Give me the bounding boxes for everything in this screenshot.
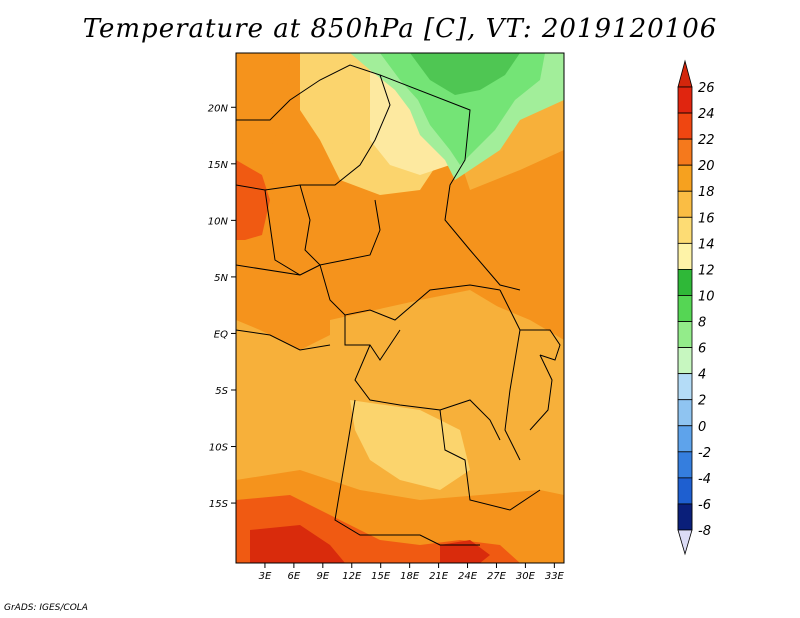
colorbar-label: 14	[698, 237, 715, 252]
colorbar-label: -4	[698, 472, 711, 487]
lon-tick-label: 30E	[516, 571, 536, 582]
colorbar-label: 10	[698, 289, 715, 304]
colorbar-swatch	[677, 347, 693, 375]
colorbar-swatch	[677, 451, 693, 479]
field-southeast-26	[440, 540, 490, 563]
lat-tick-label: 20N	[208, 103, 229, 114]
colorbar-swatch	[677, 216, 693, 244]
lon-tick-label: 15E	[371, 571, 391, 582]
field-cool-green	[380, 53, 545, 165]
lon-tick-label: 12E	[342, 571, 362, 582]
colorbar-label: -8	[698, 524, 711, 539]
lat-tick-label: 10S	[209, 443, 229, 454]
colorbar-swatch	[677, 295, 693, 322]
chart-title: Temperature at 850hPa [C], VT: 201912010…	[82, 14, 718, 44]
lon-tick-label: 3E	[259, 571, 272, 582]
country-borders	[236, 64, 561, 546]
map-frame	[235, 52, 565, 564]
field-sahel-16	[370, 70, 450, 175]
colorbar-label: 12	[698, 263, 715, 278]
lat-tick-label: 10N	[208, 216, 229, 227]
colorbar-swatch	[677, 86, 693, 114]
colorbar-label: 8	[698, 316, 706, 331]
colorbar-label: -6	[698, 498, 711, 513]
colorbar-swatch	[677, 164, 693, 192]
colorbar-swatch	[677, 503, 693, 531]
colorbar-label: 22	[698, 133, 715, 148]
colorbar-label: 0	[698, 420, 706, 435]
lat-tick-label: 5N	[214, 273, 228, 284]
colorbar-swatch	[677, 399, 693, 427]
colorbar-label: 4	[698, 368, 706, 383]
lon-tick-label: 33E	[545, 571, 565, 582]
field-south-26	[250, 525, 345, 563]
longitude-axis: 3E 6E 9E 12E 15E 18E 21E 24E 27E 30E 33E	[259, 563, 565, 582]
colorbar-above-triangle	[677, 59, 693, 88]
field-cool-green-dark	[410, 53, 520, 95]
field-west-24	[236, 53, 290, 180]
colorbar-swatch	[677, 242, 693, 270]
colorbar-label: 26	[698, 81, 715, 96]
colorbar-swatch	[677, 373, 693, 401]
colorbar-label: 2	[698, 394, 706, 409]
lat-tick-label: 15S	[209, 499, 229, 510]
lon-tick-label: 21E	[429, 571, 449, 582]
colorbar-label: 20	[698, 159, 715, 174]
colorbar-swatch	[677, 112, 693, 140]
lon-tick-label: 27E	[487, 571, 507, 582]
latitude-axis: 20N 15N 10N 5N EQ 5S 10S 15S	[208, 103, 236, 510]
lat-tick-label: EQ	[214, 329, 228, 340]
credit-text: GrADS: IGES/COLA	[4, 603, 88, 613]
lon-tick-label: 18E	[400, 571, 420, 582]
colorbar-label: 16	[698, 211, 715, 226]
colorbar-label: 18	[698, 185, 715, 200]
lon-tick-label: 6E	[288, 571, 301, 582]
colorbar-swatch	[677, 477, 693, 505]
field-west-26	[236, 160, 270, 240]
lon-tick-label: 9E	[316, 571, 329, 582]
colorbar-label: -2	[698, 446, 711, 461]
lat-tick-label: 5S	[215, 386, 228, 397]
colorbar-below-triangle	[677, 529, 693, 556]
lat-tick-label: 15N	[208, 160, 229, 171]
colorbar-swatch	[677, 190, 693, 218]
colorbar-label: 24	[698, 107, 715, 122]
colorbar-swatch	[677, 321, 693, 348]
colorbar-swatch	[677, 269, 693, 296]
field-angola-18	[350, 400, 470, 490]
colorbar-swatch	[677, 138, 693, 166]
lon-tick-label: 24E	[458, 571, 478, 582]
temperature-field	[236, 53, 564, 563]
colorbar-label: 6	[698, 342, 706, 357]
colorbar-swatch	[677, 425, 693, 453]
